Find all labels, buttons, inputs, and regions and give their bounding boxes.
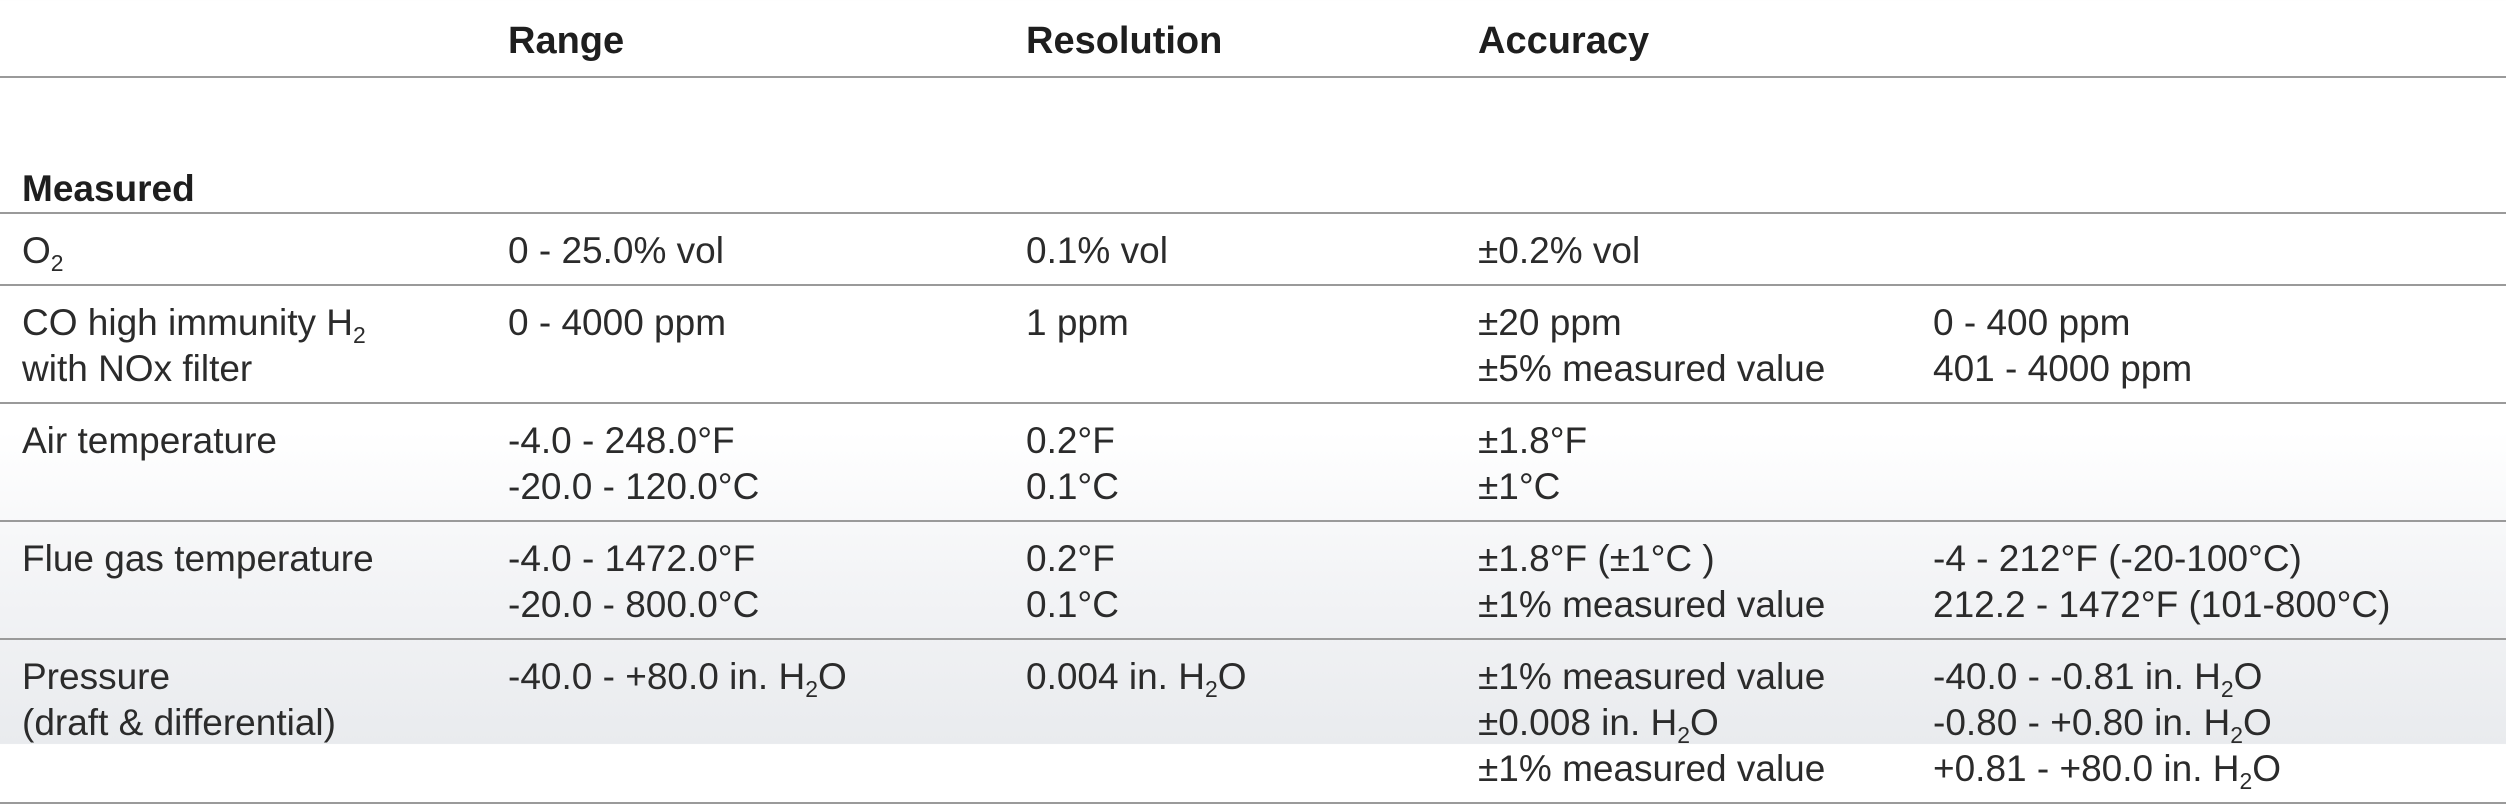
range-line: -4.0 - 248.0°F [508,420,735,461]
table-body: O2 0 - 25.0% vol 0.1% vol ±0.2% vol CO high … [0,213,2506,803]
accuracy-line: ±1°C [1478,466,1561,507]
table-row: CO high immunity H2 with NOx filter 0 - 40… [0,285,2506,403]
accuracy-line: ±1.8°F [1478,420,1588,461]
cell-range: -4.0 - 1472.0°F -20.0 - 800.0°C [508,521,1026,639]
range-line: -4.0 - 1472.0°F [508,538,756,579]
parameter-line: Air temperature [22,420,277,461]
cell-resolution: 0.2°F 0.1°C [1026,403,1478,521]
cell-parameter: CO high immunity H2 with NOx filter [0,285,508,403]
cell-condition: -40.0 - -0.81 in. H2O -0.80 - +0.80 in. H… [1933,639,2506,803]
accuracy-line: ±20 ppm [1478,302,1622,343]
accuracy-line: ±1.8°F (±1°C ) [1478,538,1715,579]
parameter-line: (draft & differential) [22,702,336,743]
header-resolution: Resolution [1026,20,1223,62]
table-header-row: Range Resolution Accuracy [0,0,2506,77]
resolution-line: 0.2°F [1026,420,1115,461]
header-parameter [0,0,508,77]
condition-line: 212.2 - 1472°F (101-800°C) [1933,584,2391,625]
accuracy-line: ±0.008 in. H2O [1478,702,1719,749]
cell-resolution: 0.004 in. H2O [1026,639,1478,803]
range-line: -20.0 - 800.0°C [508,584,760,625]
cell-condition: -4 - 212°F (-20-100°C) 212.2 - 1472°F (10… [1933,521,2506,639]
accuracy-line: ±1% measured value [1478,748,1826,789]
cell-accuracy: ±1.8°F ±1°C [1478,403,1933,521]
cell-accuracy: ±1.8°F (±1°C ) ±1% measured value [1478,521,1933,639]
resolution-line: 1 ppm [1026,302,1129,343]
cell-accuracy: ±0.2% vol [1478,213,1933,285]
cell-parameter: Flue gas temperature [0,521,508,639]
condition-line: 401 - 4000 ppm [1933,348,2193,389]
resolution-line: 0.1°C [1026,466,1119,507]
accuracy-line: ±1% measured value [1478,656,1826,697]
condition-line: -0.80 - +0.80 in. H2O [1933,702,2272,749]
header-accuracy: Accuracy [1478,20,1650,62]
cell-range: 0 - 4000 ppm [508,285,1026,403]
parameter-line: O2 [22,230,64,277]
range-line: 0 - 4000 ppm [508,302,727,343]
parameter-line: Flue gas temperature [22,538,374,579]
parameter-line: with NOx filter [22,348,253,389]
cell-parameter: O2 [0,213,508,285]
condition-line: +0.81 - +80.0 in. H2O [1933,748,2282,795]
cell-resolution: 1 ppm [1026,285,1478,403]
cell-accuracy: ±20 ppm ±5% measured value [1478,285,1933,403]
parameter-line: CO high immunity H2 [22,302,366,349]
cell-condition: 0 - 400 ppm 401 - 4000 ppm [1933,285,2506,403]
section-header-row: Measured [0,77,2506,213]
range-line: -40.0 - +80.0 in. H2O [508,656,847,703]
table-row: O2 0 - 25.0% vol 0.1% vol ±0.2% vol [0,213,2506,285]
cell-parameter: Air temperature [0,403,508,521]
resolution-line: 0.1% vol [1026,230,1168,271]
condition-line: -4 - 212°F (-20-100°C) [1933,538,2302,579]
range-line: 0 - 25.0% vol [508,230,724,271]
cell-condition [1933,213,2506,285]
resolution-line: 0.2°F [1026,538,1115,579]
accuracy-line: ±5% measured value [1478,348,1826,389]
cell-condition [1933,403,2506,521]
condition-line: 0 - 400 ppm [1933,302,2131,343]
table-row: Flue gas temperature -4.0 - 1472.0°F -20.0… [0,521,2506,639]
cell-resolution: 0.1% vol [1026,213,1478,285]
resolution-line: 0.1°C [1026,584,1119,625]
cell-resolution: 0.2°F 0.1°C [1026,521,1478,639]
header-condition [1933,0,2506,77]
cell-range: -40.0 - +80.0 in. H2O [508,639,1026,803]
range-line: -20.0 - 120.0°C [508,466,760,507]
cell-range: 0 - 25.0% vol [508,213,1026,285]
cell-range: -4.0 - 248.0°F -20.0 - 120.0°C [508,403,1026,521]
cell-accuracy: ±1% measured value ±0.008 in. H2O ±1% meas… [1478,639,1933,803]
resolution-line: 0.004 in. H2O [1026,656,1247,703]
cell-parameter: Pressure (draft & differential) [0,639,508,803]
table-row: Pressure (draft & differential) -40.0 - +8… [0,639,2506,803]
table-row: Air temperature -4.0 - 248.0°F -20.0 - 120… [0,403,2506,521]
section-title: Measured [22,168,195,209]
accuracy-line: ±0.2% vol [1478,230,1641,271]
header-range: Range [508,20,625,62]
parameter-line: Pressure [22,656,171,697]
condition-line: -40.0 - -0.81 in. H2O [1933,656,2263,703]
accuracy-line: ±1% measured value [1478,584,1826,625]
